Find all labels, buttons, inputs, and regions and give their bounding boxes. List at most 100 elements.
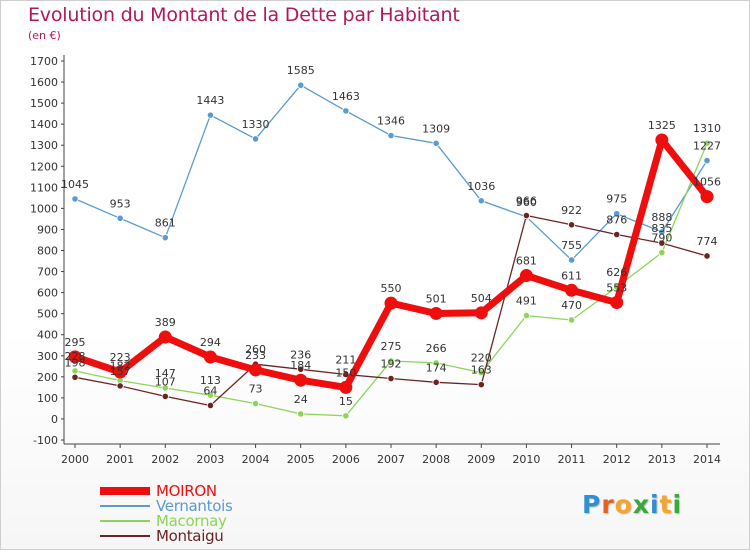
- y-tick-label: 900: [37, 223, 58, 236]
- data-point-vernantois: [567, 256, 576, 264]
- data-label-vernantois: 1045: [61, 178, 89, 191]
- chart-subtitle: (en €): [28, 29, 61, 42]
- y-tick-label: 1400: [30, 118, 58, 131]
- data-point-moiron: [610, 296, 624, 310]
- data-label-vernantois: 1463: [332, 90, 360, 103]
- data-point-macornay: [658, 249, 666, 257]
- data-label-montaigu: 174: [426, 361, 447, 374]
- data-label-montaigu: 107: [155, 375, 176, 388]
- data-label-moiron: 389: [155, 316, 176, 329]
- x-tick-label: 2009: [467, 453, 495, 466]
- y-tick-label: 400: [37, 329, 58, 342]
- data-label-vernantois: 1309: [422, 122, 450, 135]
- data-point-montaigu: [206, 401, 215, 410]
- y-tick-label: 700: [37, 266, 58, 279]
- x-tick-label: 2000: [61, 453, 89, 466]
- data-point-vernantois: [342, 107, 350, 115]
- data-label-montaigu: 876: [606, 213, 627, 226]
- data-label-moiron: 294: [200, 336, 221, 349]
- y-tick-label: 1100: [30, 181, 58, 194]
- x-tick-label: 2010: [512, 453, 540, 466]
- logo-letter: P: [582, 490, 602, 519]
- data-label-macornay: 266: [426, 342, 447, 355]
- data-label-montaigu: 163: [471, 364, 492, 377]
- data-point-moiron: [113, 365, 127, 379]
- y-tick-label: 1600: [30, 76, 58, 89]
- data-point-montaigu: [522, 211, 531, 220]
- data-label-vernantois: 755: [561, 239, 582, 252]
- y-tick-label: 300: [37, 350, 58, 363]
- data-label-montaigu: 835: [651, 222, 672, 235]
- data-label-macornay: 15: [339, 395, 353, 408]
- data-point-moiron: [158, 330, 172, 344]
- logo-letter: o: [614, 490, 633, 519]
- data-label-montaigu: 236: [290, 348, 311, 361]
- x-tick-label: 2006: [332, 453, 360, 466]
- data-label-moiron: 611: [561, 269, 582, 282]
- data-point-vernantois: [297, 81, 305, 89]
- data-point-macornay: [161, 384, 169, 392]
- data-point-montaigu: [297, 365, 305, 373]
- data-label-montaigu: 922: [561, 204, 582, 217]
- logo-letter: x: [632, 490, 650, 519]
- proxiti-logo: Proxiti: [582, 490, 682, 519]
- legend-swatch-vernantois: [100, 505, 150, 507]
- data-point-montaigu: [613, 230, 621, 239]
- y-tick-label: 1500: [30, 97, 58, 110]
- data-point-montaigu: [71, 373, 79, 381]
- data-label-vernantois: 1585: [287, 64, 315, 77]
- data-label-macornay: 790: [651, 232, 672, 245]
- x-tick-label: 2012: [603, 453, 631, 466]
- data-point-macornay: [251, 399, 260, 408]
- data-label-montaigu: 64: [203, 384, 217, 397]
- logo-letter: i: [650, 490, 660, 519]
- data-point-vernantois: [432, 139, 440, 147]
- data-point-montaigu: [477, 381, 485, 389]
- x-tick-label: 2001: [106, 453, 134, 466]
- data-point-montaigu: [432, 378, 440, 386]
- data-label-montaigu: 157: [110, 365, 131, 378]
- data-label-montaigu: 774: [697, 235, 718, 248]
- y-tick-label: 600: [37, 287, 58, 300]
- data-label-macornay: 147: [155, 367, 176, 380]
- data-label-montaigu: 966: [516, 195, 537, 208]
- data-label-montaigu: 211: [335, 354, 356, 367]
- data-label-moiron: 223: [110, 351, 131, 364]
- data-point-moiron: [68, 350, 82, 364]
- data-point-moiron: [294, 373, 308, 387]
- data-label-macornay: 228: [65, 350, 86, 363]
- data-point-montaigu: [567, 221, 576, 229]
- data-point-vernantois: [477, 197, 485, 205]
- y-tick-label: 1200: [30, 160, 58, 173]
- data-label-montaigu: 260: [245, 343, 266, 356]
- data-point-macornay: [342, 412, 350, 420]
- data-label-vernantois: 1227: [693, 140, 721, 153]
- data-label-macornay: 220: [471, 352, 492, 365]
- data-point-vernantois: [613, 210, 621, 218]
- data-label-moiron: 681: [516, 255, 537, 268]
- data-point-vernantois: [658, 228, 666, 236]
- data-point-moiron: [203, 350, 217, 364]
- data-label-macornay: 491: [516, 295, 537, 308]
- legend-label-moiron: MOIRON: [156, 482, 217, 500]
- data-point-moiron: [339, 380, 353, 394]
- data-label-macornay: 113: [200, 374, 221, 387]
- data-label-macornay: 275: [381, 340, 402, 353]
- data-point-moiron: [384, 296, 398, 310]
- data-point-montaigu: [116, 382, 124, 390]
- y-tick-label: 0: [51, 413, 58, 426]
- x-tick-label: 2008: [422, 453, 450, 466]
- y-tick-label: 1700: [30, 55, 58, 68]
- data-label-macornay: 182: [110, 360, 131, 373]
- legend-swatch-montaigu: [100, 535, 150, 537]
- data-label-vernantois: 1346: [377, 115, 405, 128]
- logo-letter: i: [672, 490, 683, 519]
- x-tick-label: 2011: [558, 453, 586, 466]
- legend-label-macornay: Macornay: [156, 512, 227, 530]
- data-point-montaigu: [161, 392, 169, 401]
- data-label-vernantois: 1443: [196, 94, 224, 107]
- y-tick-label: -100: [33, 434, 58, 447]
- data-label-macornay: 470: [561, 299, 582, 312]
- data-label-montaigu: 198: [65, 356, 86, 369]
